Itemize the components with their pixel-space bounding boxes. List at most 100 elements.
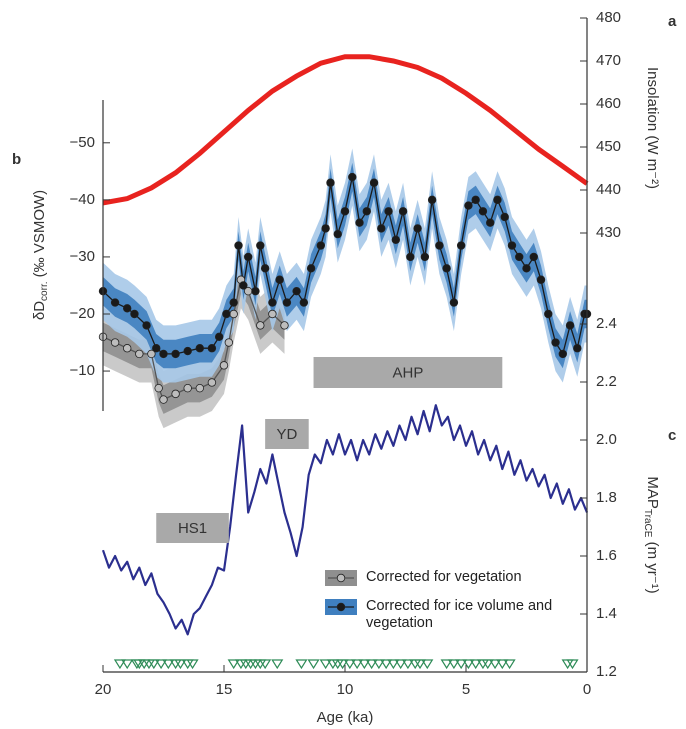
dating-point [566,659,579,670]
y2-tick-label: 460 [596,95,621,112]
delta-d-point [321,224,330,233]
x-tick-label: 0 [583,681,591,698]
delta-d-point [536,275,546,284]
dating-point [447,659,460,670]
delta-d-point [268,298,277,307]
dating-point [372,659,385,670]
delta-d-point [435,241,444,250]
x-axis-label: Age (ka) [317,709,374,726]
delta-d-point [207,378,217,387]
delta-d-point [110,298,120,307]
delta-d-point [471,195,480,205]
delta-d-point [362,207,371,216]
y3-axis-label: MAPTraCE (m yr⁻¹) [642,476,661,593]
dating-point [380,659,393,670]
delta-d-point [391,235,401,245]
delta-d-point [306,264,316,273]
delta-d-point [406,252,415,262]
label-sub: corr. [39,282,50,301]
period-box [313,357,503,388]
label-part: (‰ VSMOW) [31,190,48,282]
delta-d-point [427,195,437,205]
delta-d-point [229,309,238,319]
delta-d-point [251,286,260,296]
delta-d-point [214,332,224,342]
delta-d-point [224,338,234,347]
delta-d-point [171,349,180,359]
delta-d-point [222,309,231,319]
period-label: HS1 [178,520,207,537]
delta-d-point [275,275,284,284]
dating-point [462,659,475,670]
delta-d-point [573,344,582,353]
delta-d-point [384,207,393,216]
delta-d-point [340,207,350,216]
delta-d-point [280,321,289,330]
dating-point [421,659,434,670]
delta-d-point [152,344,161,353]
dating-point [387,659,400,670]
y-tick-label: −50 [70,134,95,151]
delta-d-point [147,349,156,359]
delta-d-point [377,224,386,233]
delta-d-point [130,309,139,319]
y2-tick-label: 1.4 [596,605,617,622]
dating-point [227,659,240,670]
dating-point [336,659,349,670]
label-sub: TraCE [642,509,653,538]
delta-d-point [355,218,364,227]
dating-point [401,659,415,670]
y2-tick-label: 480 [596,9,621,26]
map-line [101,404,589,636]
dating-point [295,659,308,670]
dating-point [343,659,356,670]
legend-marker [336,573,346,583]
y-tick-label: −20 [70,305,95,322]
delta-d-point [256,321,265,330]
delta-d-point [292,286,301,296]
delta-d-point [333,229,342,239]
delta-d-point [122,344,132,353]
legend-label: Corrected for vegetation [366,569,522,585]
delta-d-point [449,298,459,307]
y2-tick-label: 430 [596,224,621,241]
delta-d-point [142,321,151,330]
dating-point [455,659,468,670]
delta-d-point [239,281,248,290]
x-tick-label: 5 [462,681,470,698]
dating-point [174,659,187,670]
y2-tick-label: 2.4 [596,315,617,332]
delta-d-point [122,304,132,313]
delta-d-point [413,224,422,233]
delta-d-point [442,264,451,273]
delta-d-point [348,172,357,182]
delta-d-point [154,383,163,393]
label-part: MAP [644,476,661,509]
dating-point [319,659,332,670]
delta-d-point [529,252,538,262]
delta-d-point [522,264,531,273]
delta-d-point [183,383,192,393]
dating-point [307,659,320,670]
delta-d-point [565,321,575,330]
panel-letter: a [668,13,677,30]
dating-point [162,659,175,670]
y-tick-label: −30 [70,248,95,265]
delta-d-point [478,207,488,216]
delta-d-point [110,338,120,347]
delta-d-point [544,309,553,319]
dating-point [365,659,378,670]
y2-tick-label: 2.2 [596,373,617,390]
panel-letter: c [668,427,676,444]
dating-point [351,659,364,670]
label-part: (m yr⁻¹) [644,537,661,593]
delta-d-point [486,218,495,227]
y2-axis-label: Insolation (W m⁻²) [644,67,661,189]
delta-d-point [234,241,243,250]
period-label: AHP [392,364,423,381]
delta-d-point [456,241,466,250]
y-tick-label: −40 [70,191,95,208]
panel-letter: b [12,151,21,168]
